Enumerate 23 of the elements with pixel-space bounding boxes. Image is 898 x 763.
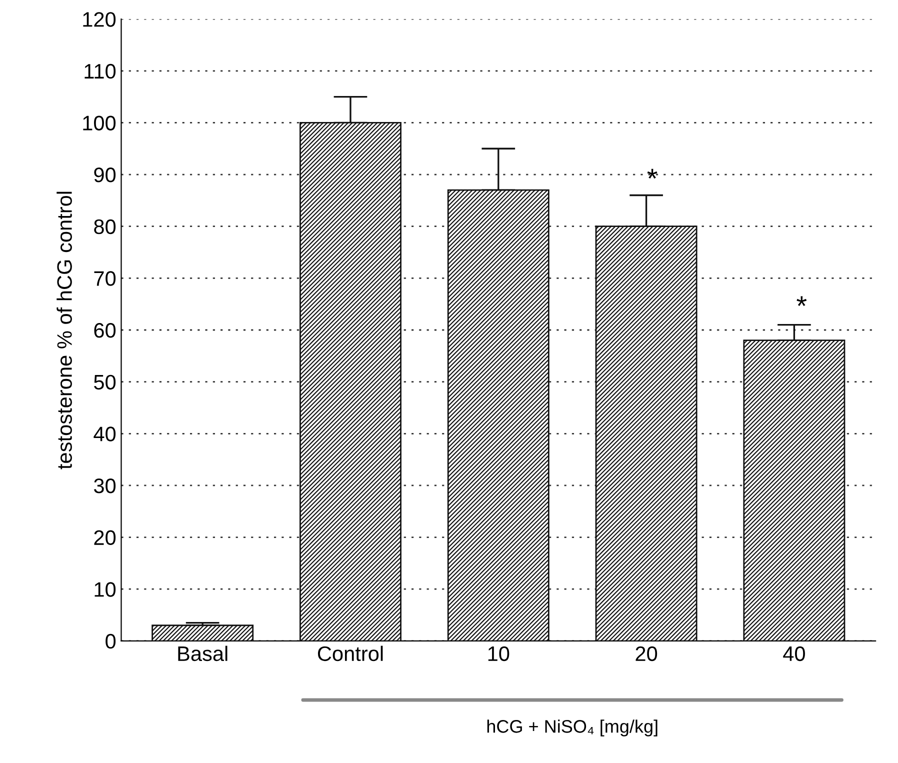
x-tick-label: 20 — [636, 646, 658, 662]
x-tick-label: 40 — [783, 646, 805, 662]
y-axis-title: testosterone % of hCG control — [56, 192, 72, 470]
x-tick-label: 10 — [488, 646, 510, 662]
y-tick-label: 30 — [94, 478, 116, 494]
x-tick-label: Control — [318, 646, 383, 662]
y-tick-label: 80 — [94, 219, 116, 234]
y-tick-label: 90 — [94, 168, 116, 182]
y-tick-label: 60 — [94, 323, 116, 338]
y-tick-label: 110 — [84, 64, 116, 79]
x-axis-title: hCG + NiSO₄ [mg/kg] — [487, 720, 658, 736]
y-tick-label: 40 — [94, 426, 116, 442]
y-tick-label: 100 — [83, 116, 116, 130]
y-tick-label: 120 — [83, 12, 116, 27]
annotation: * — [796, 296, 807, 306]
y-tick-label: 50 — [94, 374, 116, 390]
y-tick-label: 70 — [94, 271, 116, 286]
annotation: * — [647, 168, 658, 179]
x-tick-label: Basal — [178, 646, 228, 662]
y-tick-label: 10 — [94, 582, 116, 597]
bar — [152, 624, 254, 641]
y-tick-label: 0 — [106, 634, 116, 649]
y-tick-label: 20 — [94, 530, 116, 546]
